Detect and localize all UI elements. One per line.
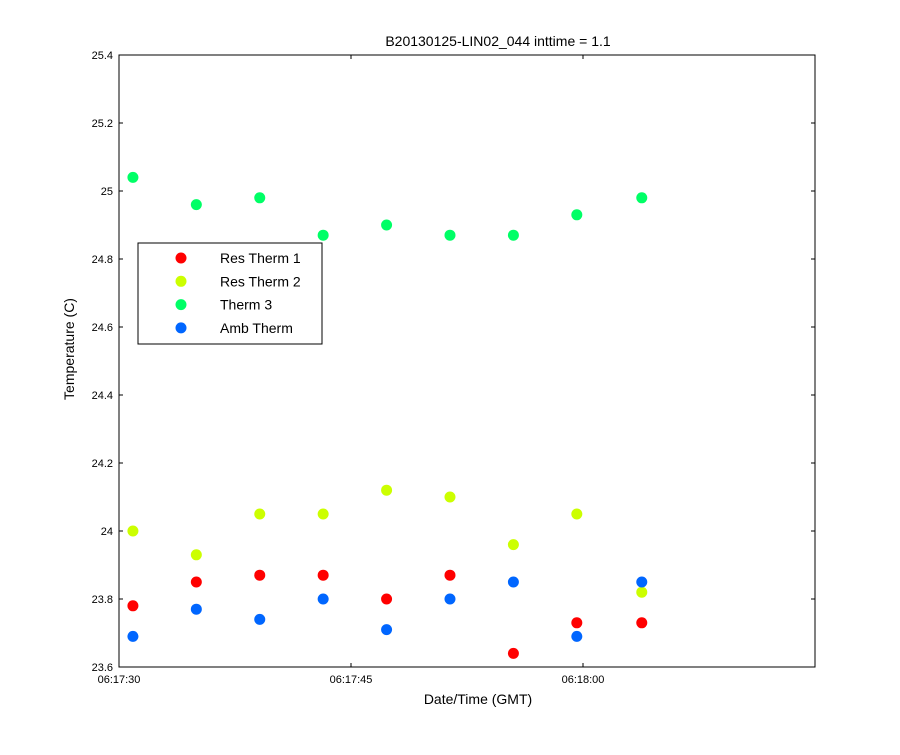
data-point <box>636 617 648 629</box>
data-point <box>444 569 456 581</box>
series-amb-therm <box>127 576 648 642</box>
series-therm-3 <box>127 171 648 241</box>
x-axis-title: Date/Time (GMT) <box>424 691 532 707</box>
data-point <box>317 229 329 241</box>
data-point <box>444 491 456 503</box>
data-point <box>254 508 266 520</box>
data-point <box>571 209 583 221</box>
data-point <box>127 600 139 612</box>
y-tick-label: 25.4 <box>92 50 113 62</box>
data-point <box>254 192 266 204</box>
data-point <box>381 624 393 636</box>
x-tick-label: 06:17:45 <box>330 674 373 686</box>
data-point <box>507 539 519 551</box>
data-point <box>571 630 583 642</box>
legend-label: Amb Therm <box>220 320 293 336</box>
y-axis-ticks: 23.6 23.8 24 24.2 24.4 24.6 24.8 25 25.2 25.4 <box>92 50 815 674</box>
data-point <box>444 593 456 605</box>
data-points <box>127 171 648 659</box>
legend-marker <box>175 252 187 264</box>
data-point <box>317 508 329 520</box>
series-res-therm-1 <box>127 569 648 659</box>
data-point <box>636 586 648 598</box>
legend-label: Res Therm 1 <box>220 250 301 266</box>
data-point <box>190 603 202 615</box>
plot-frame <box>118 54 816 668</box>
data-point <box>381 219 393 231</box>
data-point <box>507 576 519 588</box>
x-axis-ticks: 06:17:30 06:17:45 06:18:00 <box>98 55 605 686</box>
data-point <box>190 199 202 211</box>
data-point <box>571 617 583 629</box>
legend-marker <box>175 275 187 287</box>
data-point <box>254 569 266 581</box>
x-tick-label: 06:18:00 <box>562 674 605 686</box>
data-point <box>127 630 139 642</box>
legend-marker <box>175 322 187 334</box>
series-res-therm-2 <box>127 484 648 598</box>
data-point <box>636 192 648 204</box>
y-tick-label: 25.2 <box>92 118 113 130</box>
y-tick-label: 24.4 <box>92 390 113 402</box>
data-point <box>127 171 139 183</box>
y-axis-title: Temperature (C) <box>61 298 77 400</box>
legend: Res Therm 1 Res Therm 2 Therm 3 Amb Therm <box>137 242 323 345</box>
data-point <box>317 569 329 581</box>
y-tick-label: 24.8 <box>92 254 113 266</box>
data-point <box>381 484 393 496</box>
plot-area <box>119 55 815 667</box>
data-point <box>190 576 202 588</box>
data-point <box>190 549 202 561</box>
x-tick-label: 06:17:30 <box>98 674 141 686</box>
data-point <box>571 508 583 520</box>
y-tick-label: 24.6 <box>92 322 113 334</box>
chart-title: B20130125-LIN02_044 inttime = 1.1 <box>385 33 611 49</box>
legend-label: Res Therm 2 <box>220 273 301 289</box>
data-point <box>381 593 393 605</box>
data-point <box>507 229 519 241</box>
legend-label: Therm 3 <box>220 297 272 313</box>
data-point <box>127 525 139 537</box>
data-point <box>507 647 519 659</box>
y-tick-label: 25 <box>101 186 113 198</box>
data-point <box>317 593 329 605</box>
data-point <box>444 229 456 241</box>
legend-box <box>137 242 323 345</box>
y-tick-label: 24.2 <box>92 458 113 470</box>
data-point <box>636 576 648 588</box>
y-tick-label: 24 <box>101 526 113 538</box>
legend-marker <box>175 299 187 311</box>
y-tick-label: 23.6 <box>92 662 113 674</box>
data-point <box>254 613 266 625</box>
y-tick-label: 23.8 <box>92 594 113 606</box>
